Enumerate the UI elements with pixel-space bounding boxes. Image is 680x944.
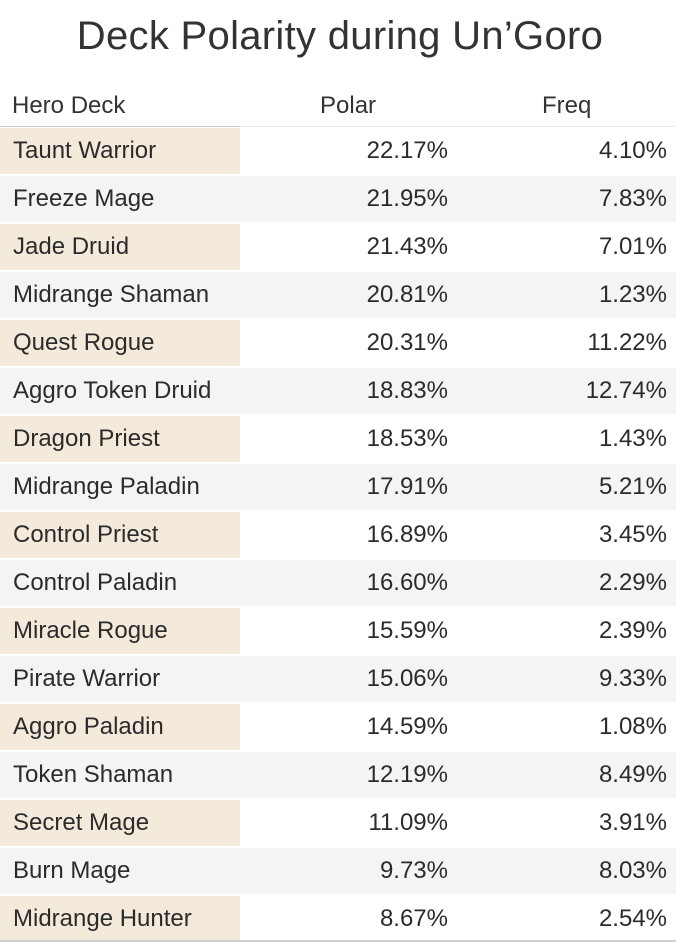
deck-name-cell: Pirate Warrior (0, 656, 240, 702)
table-row: Secret Mage 11.09% 3.91% (0, 800, 676, 848)
freq-value-cell: 1.43% (598, 425, 667, 452)
freq-value-cell: 2.29% (598, 569, 667, 596)
deck-name-cell: Freeze Mage (0, 176, 240, 222)
freq-value-cell: 8.03% (598, 857, 667, 884)
deck-name-cell: Midrange Paladin (0, 464, 240, 510)
freq-value-cell: 7.83% (598, 185, 667, 212)
table-row: Dragon Priest 18.53% 1.43% (0, 416, 676, 464)
freq-value-cell: 2.39% (598, 617, 667, 644)
deck-name-cell: Aggro Paladin (0, 704, 240, 750)
table-row: Aggro Paladin 14.59% 1.08% (0, 704, 676, 752)
polar-value-cell: 22.17% (366, 137, 448, 164)
freq-value-cell: 1.08% (598, 713, 667, 740)
row-background (240, 704, 676, 750)
row-background (240, 896, 676, 942)
freq-value-cell: 2.54% (598, 905, 667, 932)
table-row: Taunt Warrior 22.17% 4.10% (0, 128, 676, 176)
table-row: Midrange Hunter 8.67% 2.54% (0, 896, 676, 944)
table-row: Jade Druid 21.43% 7.01% (0, 224, 676, 272)
table-row: Pirate Warrior 15.06% 9.33% (0, 656, 676, 704)
row-background (240, 416, 676, 462)
row-background (240, 752, 676, 798)
deck-name-cell: Burn Mage (0, 848, 240, 894)
freq-value-cell: 9.33% (598, 665, 667, 692)
row-background (240, 272, 676, 318)
deck-name-cell: Token Shaman (0, 752, 240, 798)
polar-value-cell: 11.09% (368, 809, 448, 836)
deck-name-cell: Miracle Rogue (0, 608, 240, 654)
deck-name-cell: Dragon Priest (0, 416, 240, 462)
column-header-freq: Freq (542, 92, 592, 119)
row-background (240, 656, 676, 702)
polar-value-cell: 16.60% (366, 569, 448, 596)
row-background (240, 560, 676, 606)
polar-value-cell: 8.67% (379, 905, 448, 932)
freq-value-cell: 1.23% (598, 281, 667, 308)
column-header-polar: Polar (320, 92, 377, 119)
freq-value-cell: 12.74% (585, 377, 667, 404)
table-bottom-border (0, 940, 676, 942)
polar-value-cell: 15.06% (366, 665, 448, 692)
polar-value-cell: 21.43% (366, 233, 448, 260)
freq-value-cell: 5.21% (598, 473, 667, 500)
header-divider-light (240, 126, 676, 127)
row-background (240, 176, 676, 222)
deck-name-cell: Aggro Token Druid (0, 368, 240, 414)
row-background (240, 368, 676, 414)
freq-value-cell: 3.45% (598, 521, 667, 548)
polar-value-cell: 12.19% (366, 761, 448, 788)
row-background (240, 512, 676, 558)
column-header-hero-deck: Hero Deck (12, 92, 126, 119)
polar-value-cell: 21.95% (366, 185, 448, 212)
table-row: Midrange Shaman 20.81% 1.23% (0, 272, 676, 320)
deck-name-cell: Control Paladin (0, 560, 240, 606)
polar-value-cell: 17.91% (366, 473, 448, 500)
table-row: Freeze Mage 21.95% 7.83% (0, 176, 676, 224)
freq-value-cell: 7.01% (598, 233, 667, 260)
polar-value-cell: 15.59% (366, 617, 448, 644)
deck-name-cell: Control Priest (0, 512, 240, 558)
freq-value-cell: 11.22% (587, 329, 667, 356)
chart-title: Deck Polarity during Un’Goro (76, 14, 604, 58)
deck-name-cell: Secret Mage (0, 800, 240, 846)
table-row: Token Shaman 12.19% 8.49% (0, 752, 676, 800)
polar-value-cell: 20.81% (366, 281, 448, 308)
row-background (240, 800, 676, 846)
polar-value-cell: 18.53% (366, 425, 448, 452)
row-background (240, 224, 676, 270)
table-row: Aggro Token Druid 18.83% 12.74% (0, 368, 676, 416)
polar-value-cell: 20.31% (366, 329, 448, 356)
table-row: Miracle Rogue 15.59% 2.39% (0, 608, 676, 656)
polar-value-cell: 16.89% (366, 521, 448, 548)
row-background (240, 320, 676, 366)
freq-value-cell: 8.49% (598, 761, 667, 788)
deck-name-cell: Quest Rogue (0, 320, 240, 366)
table-row: Quest Rogue 20.31% 11.22% (0, 320, 676, 368)
header-divider (0, 126, 240, 127)
freq-value-cell: 4.10% (598, 137, 667, 164)
freq-value-cell: 3.91% (598, 809, 667, 836)
deck-name-cell: Taunt Warrior (0, 128, 240, 174)
deck-name-cell: Jade Druid (0, 224, 240, 270)
deck-name-cell: Midrange Shaman (0, 272, 240, 318)
polar-value-cell: 14.59% (366, 713, 448, 740)
table-row: Control Priest 16.89% 3.45% (0, 512, 676, 560)
table-body: Taunt Warrior 22.17% 4.10% Freeze Mage 21.95… (0, 128, 676, 944)
deck-name-cell: Midrange Hunter (0, 896, 240, 942)
table-row: Burn Mage 9.73% 8.03% (0, 848, 676, 896)
polar-value-cell: 9.73% (379, 857, 448, 884)
row-background (240, 128, 676, 174)
row-background (240, 608, 676, 654)
row-background (240, 464, 676, 510)
table-row: Midrange Paladin 17.91% 5.21% (0, 464, 676, 512)
row-background (240, 848, 676, 894)
table-row: Control Paladin 16.60% 2.29% (0, 560, 676, 608)
polar-value-cell: 18.83% (366, 377, 448, 404)
